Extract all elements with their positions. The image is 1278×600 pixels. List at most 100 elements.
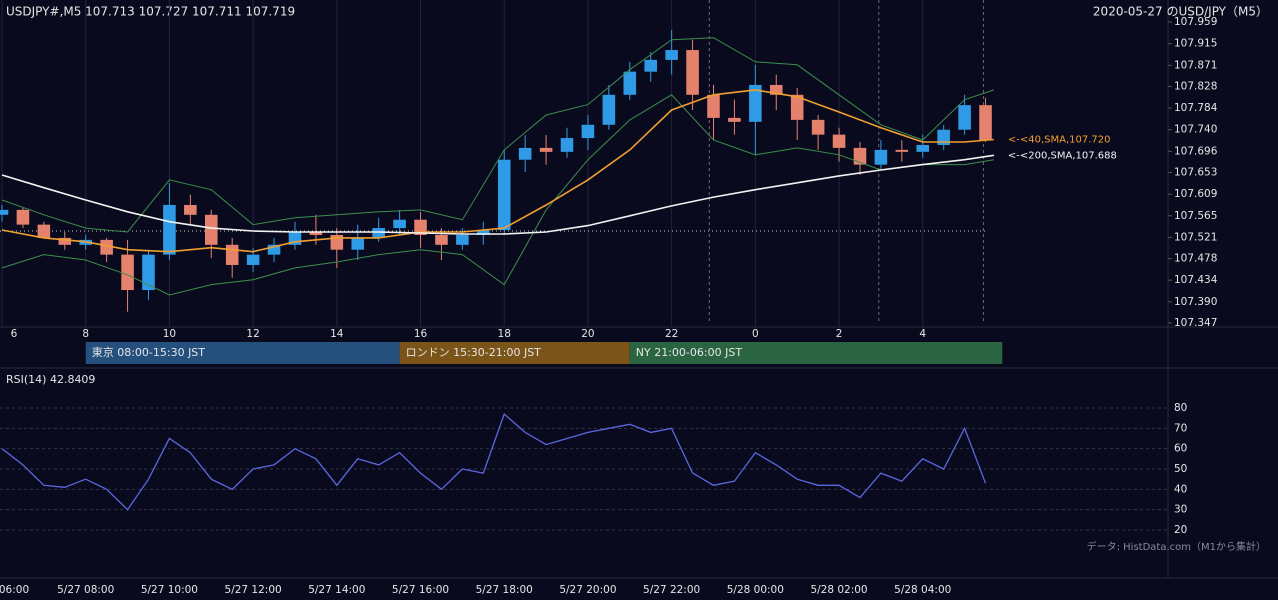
candle-body bbox=[581, 124, 595, 139]
y-tick-label: 107.347 bbox=[1174, 317, 1217, 329]
candle-body bbox=[832, 134, 846, 148]
x-tick-label: 5/28 04:00 bbox=[894, 584, 951, 596]
indicator-line bbox=[1, 94, 994, 296]
candle-body bbox=[728, 117, 741, 122]
candle-body bbox=[686, 50, 699, 95]
x-tick-label: 22 bbox=[665, 328, 678, 340]
candle-body bbox=[100, 239, 113, 255]
x-tick-label: 6 bbox=[11, 328, 18, 340]
candle-body bbox=[958, 105, 971, 130]
x-tick-label: 2 bbox=[836, 328, 843, 340]
x-tick-label: 5/27 12:00 bbox=[225, 584, 282, 596]
candle-body bbox=[790, 94, 804, 120]
x-tick-label: 06:00 bbox=[0, 584, 29, 596]
y-tick-label: 107.915 bbox=[1174, 38, 1217, 50]
y-tick-label: 107.740 bbox=[1174, 124, 1217, 136]
x-tick-label: 5/27 20:00 bbox=[559, 584, 616, 596]
candle-body bbox=[414, 219, 427, 235]
candle-body bbox=[184, 204, 197, 215]
indicator-line bbox=[1, 37, 995, 233]
candle-body bbox=[937, 129, 950, 145]
y-tick-label: 107.696 bbox=[1174, 145, 1218, 157]
y-tick-label: 107.653 bbox=[1174, 167, 1217, 179]
candle-body bbox=[874, 149, 888, 165]
x-tick-label: 5/27 22:00 bbox=[643, 584, 700, 596]
candle-body bbox=[518, 147, 532, 160]
session-label: 東京 08:00-15:30 JST bbox=[92, 345, 206, 359]
y-tick-label: 107.478 bbox=[1174, 253, 1217, 265]
chart-title: USDJPY#,M5 107.713 107.727 107.711 107.7… bbox=[6, 5, 295, 19]
candle-body bbox=[477, 230, 490, 235]
candle-body bbox=[560, 138, 574, 152]
x-tick-label: 5/27 10:00 bbox=[141, 584, 198, 596]
candle-body bbox=[811, 119, 825, 135]
y-tick-label: 60 bbox=[1174, 443, 1187, 455]
y-tick-label: 30 bbox=[1174, 504, 1187, 516]
session-bar bbox=[85, 342, 400, 364]
y-tick-label: 20 bbox=[1174, 524, 1187, 536]
indicator-label: <-<200,SMA,107.688 bbox=[1008, 150, 1117, 161]
x-tick-label: 5/28 02:00 bbox=[810, 584, 867, 596]
candle-body bbox=[204, 214, 218, 245]
x-tick-label: 5/27 18:00 bbox=[476, 584, 533, 596]
rsi-line bbox=[1, 412, 987, 511]
candle-body bbox=[225, 244, 239, 265]
candle-body bbox=[497, 159, 511, 231]
x-tick-label: 14 bbox=[330, 328, 344, 340]
y-tick-label: 40 bbox=[1174, 483, 1187, 495]
candle-body bbox=[456, 234, 469, 245]
candle-body bbox=[0, 209, 9, 215]
candle-body bbox=[539, 147, 553, 152]
candle-body bbox=[393, 219, 406, 229]
candle-body bbox=[435, 234, 448, 245]
x-tick-label: 20 bbox=[581, 328, 594, 340]
indicator-line bbox=[1, 154, 995, 235]
y-tick-label: 50 bbox=[1174, 463, 1187, 475]
y-tick-label: 107.959 bbox=[1174, 16, 1217, 28]
x-tick-label: 5/27 14:00 bbox=[308, 584, 365, 596]
chart-subtitle: 2020-05-27 のUSD/JPY（M5） bbox=[1093, 5, 1268, 19]
x-tick-label: 12 bbox=[246, 328, 259, 340]
candle-body bbox=[267, 244, 281, 255]
session-bar bbox=[629, 342, 1003, 364]
candle-body bbox=[163, 204, 176, 255]
x-tick-label: 0 bbox=[752, 328, 759, 340]
candle-body bbox=[121, 254, 134, 291]
candle-body bbox=[246, 254, 260, 265]
session-label: NY 21:00-06:00 JST bbox=[636, 346, 743, 359]
session-label: ロンドン 15:30-21:00 JST bbox=[406, 346, 542, 359]
y-tick-label: 107.390 bbox=[1174, 296, 1217, 308]
candle-body bbox=[853, 147, 867, 165]
candle-body bbox=[37, 224, 51, 238]
y-tick-label: 107.521 bbox=[1174, 231, 1217, 243]
y-tick-label: 80 bbox=[1174, 402, 1187, 414]
candle-body bbox=[351, 237, 365, 250]
candle-body bbox=[623, 71, 637, 95]
candle-body bbox=[749, 84, 762, 122]
x-tick-label: 16 bbox=[414, 328, 428, 340]
y-tick-label: 107.609 bbox=[1174, 188, 1217, 200]
candle-body bbox=[665, 50, 678, 60]
y-tick-label: 107.828 bbox=[1174, 80, 1217, 92]
x-tick-label: 5/27 08:00 bbox=[57, 584, 114, 596]
candle-body bbox=[602, 94, 616, 125]
y-tick-label: 107.434 bbox=[1174, 274, 1218, 286]
candle-body bbox=[916, 144, 930, 152]
candle-body bbox=[707, 94, 720, 118]
candle-body bbox=[769, 84, 783, 95]
x-tick-label: 10 bbox=[163, 328, 176, 340]
candle-body bbox=[644, 59, 657, 72]
x-tick-label: 4 bbox=[919, 328, 926, 340]
indicator-label: <-<40,SMA,107.720 bbox=[1008, 135, 1111, 146]
y-tick-label: 107.784 bbox=[1174, 102, 1218, 114]
candle-body bbox=[895, 149, 909, 152]
y-tick-label: 107.565 bbox=[1174, 210, 1217, 222]
session-bar bbox=[399, 342, 630, 364]
y-tick-label: 107.871 bbox=[1174, 59, 1217, 71]
x-tick-label: 5/28 00:00 bbox=[727, 584, 784, 596]
candle-body bbox=[979, 105, 992, 141]
candle-body bbox=[372, 228, 385, 238]
candle-body bbox=[142, 254, 155, 291]
